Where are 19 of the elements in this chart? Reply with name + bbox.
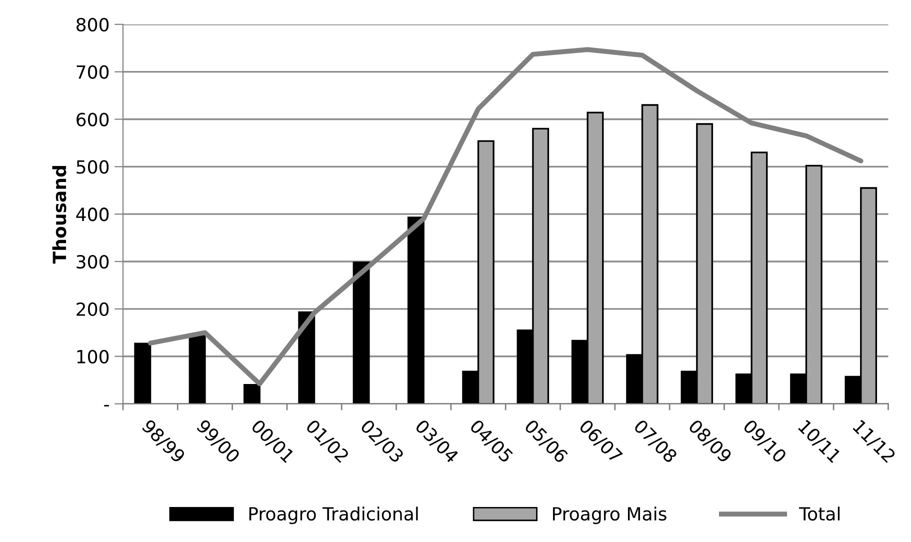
y-tick-label: 800 (76, 18, 109, 32)
y-tick-label: 300 (76, 254, 109, 269)
y-axis-title: Thousand (52, 166, 66, 264)
bar (298, 311, 316, 404)
bar (134, 342, 152, 404)
y-tick-label: 200 (76, 302, 109, 316)
y-tick-label: 400 (76, 208, 109, 222)
y-tick-label: - (104, 404, 109, 406)
bar (352, 262, 370, 404)
bar (243, 384, 260, 404)
y-tick-label: 600 (76, 112, 109, 126)
legend-label: Total (799, 506, 840, 521)
y-tick-label: 100 (77, 350, 109, 364)
legend-label: Proagro Mais (553, 506, 666, 524)
bar (188, 334, 206, 404)
bar (407, 216, 424, 404)
y-tick-label: 700 (76, 65, 109, 79)
y-tick-label: 500 (76, 160, 109, 174)
legend-label: Proagro Tradicional (249, 506, 418, 524)
